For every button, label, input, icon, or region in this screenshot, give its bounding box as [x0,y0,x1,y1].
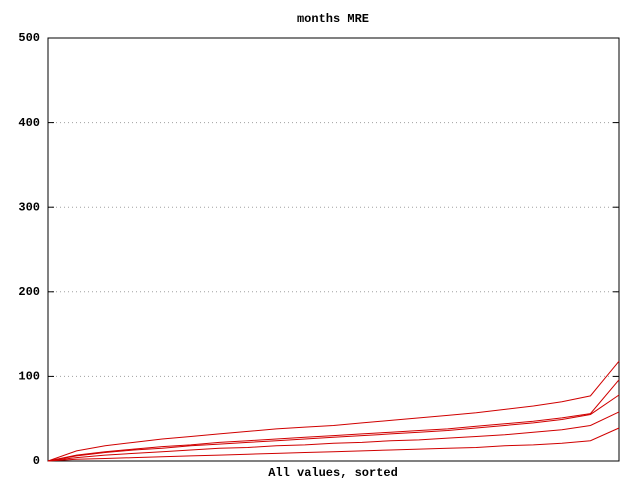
x-axis-label: All values, sorted [268,466,398,480]
data-line [47,360,620,462]
data-line [47,427,620,462]
y-tick-label: 100 [18,370,40,384]
plot-frame [47,37,620,462]
y-tick-label: 300 [18,200,40,214]
y-tick-label: 200 [18,285,40,299]
data-line [47,394,620,462]
data-line [47,411,620,462]
chart-title: months MRE [297,12,369,26]
y-tick-label: 0 [33,454,40,468]
data-line [47,379,620,462]
y-tick-label: 500 [18,31,40,45]
y-tick-label: 400 [18,116,40,130]
